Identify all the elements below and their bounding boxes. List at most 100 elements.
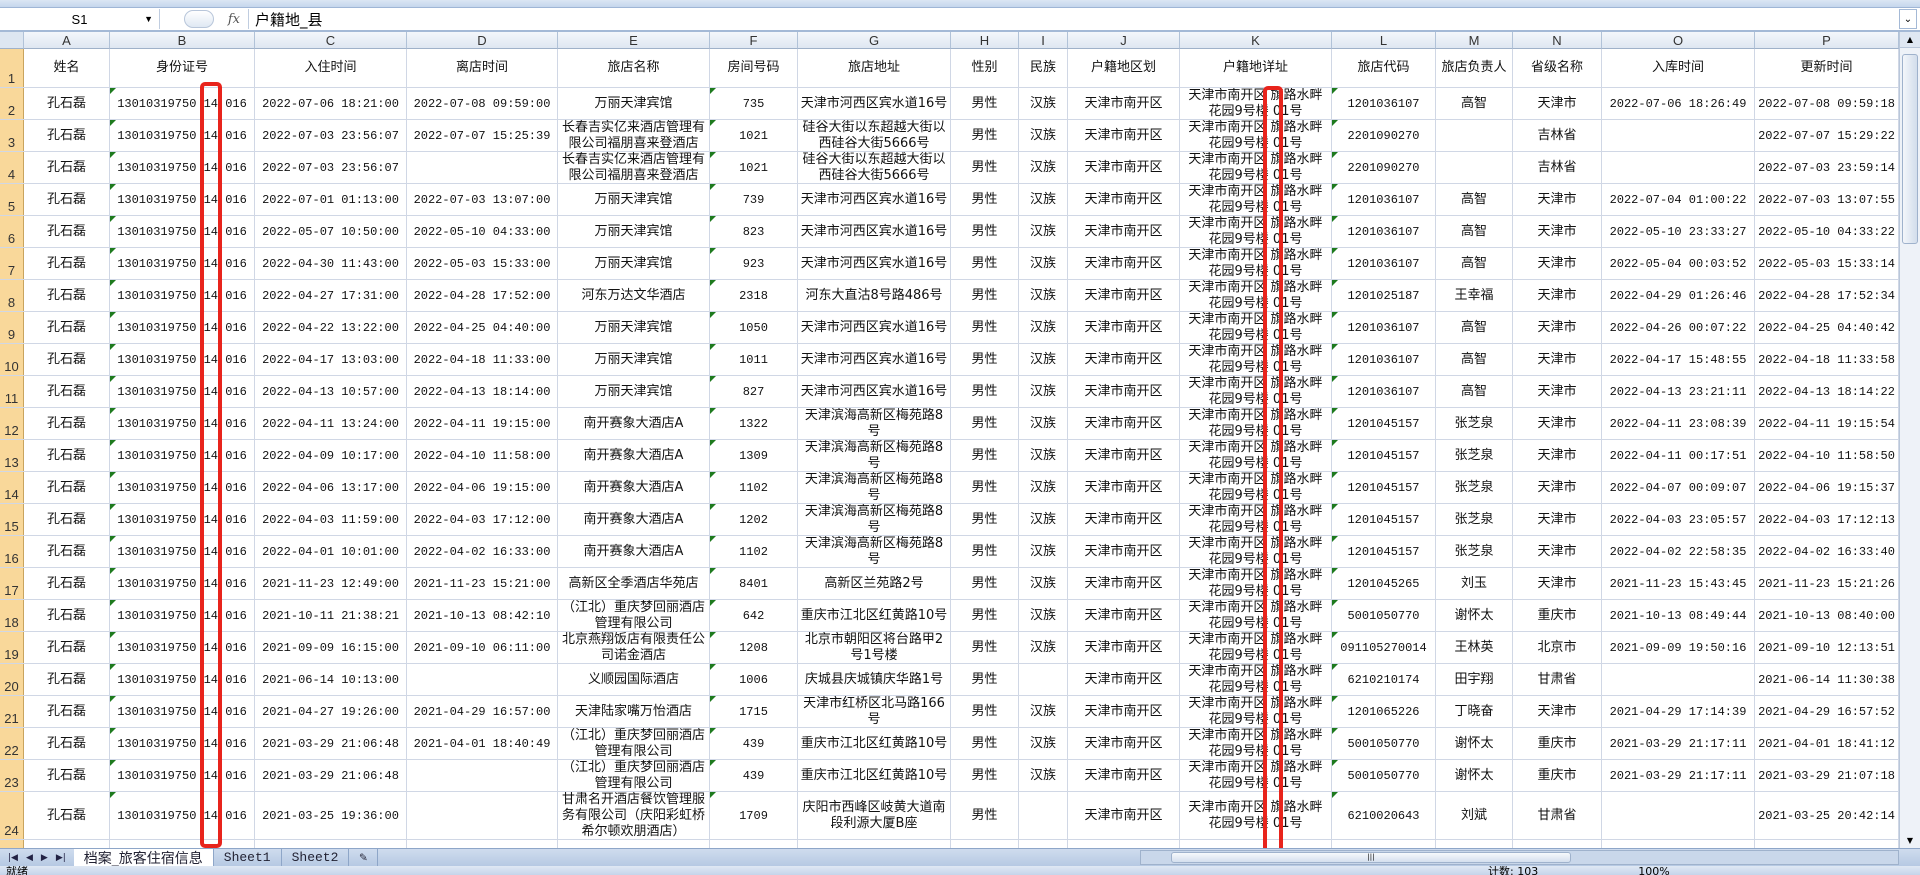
cell-hotel-address[interactable]: 天津滨海高新区梅苑路8号 <box>798 504 951 535</box>
cell-checkin-time[interactable]: 2021-10-11 21:38:21 <box>255 600 407 631</box>
row-header[interactable]: 21 <box>0 696 24 727</box>
column-header-B[interactable]: B <box>110 32 255 49</box>
cell-room-number[interactable]: 1102 <box>710 536 798 567</box>
cell-hotel-address[interactable]: 天津市河西区宾水道16号 <box>798 376 951 407</box>
cell-hotel-address[interactable]: 天津市河西区宾水道16号 <box>798 216 951 247</box>
cell-province[interactable]: 天津市 <box>1513 408 1602 439</box>
cell-hotel-manager[interactable] <box>1436 120 1513 151</box>
cell-id-number[interactable]: 13010319750 14 016 <box>110 344 255 375</box>
cell-hotel-manager[interactable]: 张芝泉 <box>1436 504 1513 535</box>
cell-checkin-time[interactable]: 2021-03-25 19:36:00 <box>255 792 407 839</box>
cell-id-number[interactable]: 13010319750 14 016 <box>110 600 255 631</box>
cell-name[interactable]: 孔石磊 <box>24 664 110 695</box>
cell-checkin-time[interactable]: 2022-04-01 10:01:00 <box>255 536 407 567</box>
cell-household-district[interactable]: 天津市南开区 <box>1068 600 1180 631</box>
cell-ethnicity[interactable]: 汉族 <box>1019 312 1068 343</box>
cell-ethnicity[interactable] <box>1019 664 1068 695</box>
cell-household-address[interactable]: 天津市南开区 旗路水畔 花园9号楼 01号 <box>1180 152 1332 183</box>
row-header[interactable]: 3 <box>0 120 24 151</box>
cell-hotel-name[interactable]: 万丽天津宾馆 <box>558 376 710 407</box>
cell-update-time[interactable]: 2022-07-03 23:59:14 <box>1755 152 1899 183</box>
row-header[interactable]: 15 <box>0 504 24 535</box>
cell-hotel-manager[interactable]: 高智 <box>1436 216 1513 247</box>
cell-name[interactable]: 孔石磊 <box>24 728 110 759</box>
cell-hotel-code[interactable]: 6210210174 <box>1332 664 1436 695</box>
cell-checkout-time[interactable]: 2022-04-13 18:14:00 <box>407 376 558 407</box>
cell-hotel-code[interactable]: 1201036107 <box>1332 216 1436 247</box>
cell-gender[interactable]: 男性 <box>951 152 1019 183</box>
cell-province[interactable]: 天津市 <box>1513 376 1602 407</box>
cell-import-time[interactable]: 2022-04-11 23:08:39 <box>1602 408 1755 439</box>
cell-hotel-address[interactable]: 河东大直沽8号路486号 <box>798 280 951 311</box>
cell-province[interactable]: 天津市 <box>1513 312 1602 343</box>
spreadsheet-grid[interactable]: 1 姓名 身份证号 入住时间 离店时间 旅店名称 房间号码 旅店地址 性别 民族 户籍地区划 户籍地详… <box>0 49 1899 848</box>
cell-gender[interactable]: 男性 <box>951 760 1019 791</box>
cell-name[interactable]: 孔石磊 <box>24 792 110 839</box>
cell-hotel-name[interactable]: 万丽天津宾馆 <box>558 216 710 247</box>
cell-name[interactable]: 孔石磊 <box>24 184 110 215</box>
cell-ethnicity[interactable]: 汉族 <box>1019 248 1068 279</box>
cell-hotel-manager[interactable]: 高智 <box>1436 344 1513 375</box>
row-header[interactable]: 17 <box>0 568 24 599</box>
cell-ethnicity[interactable]: 汉族 <box>1019 632 1068 663</box>
cell-name[interactable]: 孔石磊 <box>24 344 110 375</box>
cell-province[interactable]: 重庆市 <box>1513 600 1602 631</box>
cell-checkout-time[interactable]: 2022-04-18 11:33:00 <box>407 344 558 375</box>
cell-household-address[interactable]: 天津市南开区 旗路水畔 花园9号楼 01号 <box>1180 760 1332 791</box>
header-cell-id-number[interactable]: 身份证号 <box>110 49 255 87</box>
cell-household-district[interactable]: 天津市南开区 <box>1068 184 1180 215</box>
cell-household-district[interactable]: 天津市南开区 <box>1068 216 1180 247</box>
cell-hotel-code[interactable]: 1201045157 <box>1332 536 1436 567</box>
cell-checkout-time[interactable]: 2022-07-07 15:25:39 <box>407 120 558 151</box>
cell-checkin-time[interactable]: 2022-04-09 10:17:00 <box>255 440 407 471</box>
cell-ethnicity[interactable]: 汉族 <box>1019 504 1068 535</box>
cell-checkin-time[interactable]: 2022-07-03 23:56:07 <box>255 152 407 183</box>
cell-hotel-manager[interactable]: 张芝泉 <box>1436 472 1513 503</box>
prev-sheet-icon[interactable]: ◀ <box>25 852 33 863</box>
cell-room-number[interactable]: 1021 <box>710 120 798 151</box>
cell-checkout-time[interactable]: 2022-04-03 17:12:00 <box>407 504 558 535</box>
cell-gender[interactable]: 男性 <box>951 632 1019 663</box>
cell-checkin-time[interactable]: 2022-05-07 10:50:00 <box>255 216 407 247</box>
cell-hotel-name[interactable]: （江北）重庆梦回丽酒店管理有限公司 <box>558 728 710 759</box>
cell-hotel-code[interactable]: 1201045157 <box>1332 504 1436 535</box>
cell-hotel-address[interactable]: 庆城县庆城镇庆华路1号 <box>798 664 951 695</box>
row-header[interactable]: 12 <box>0 408 24 439</box>
cell-id-number[interactable]: 13010319750 14 016 <box>110 184 255 215</box>
cell-hotel-manager[interactable] <box>1436 152 1513 183</box>
cell-hotel-address[interactable]: 硅谷大街以东超越大街以西硅谷大街5666号 <box>798 120 951 151</box>
cell-update-time[interactable]: 2022-07-07 15:29:22 <box>1755 120 1899 151</box>
sheet-tab-archive[interactable]: 档案_旅客住宿信息 <box>73 848 214 867</box>
cell-hotel-code[interactable]: 6210020643 <box>1332 792 1436 839</box>
cell-hotel-code[interactable]: 1201045157 <box>1332 408 1436 439</box>
column-header-D[interactable]: D <box>407 32 558 49</box>
row-header-1[interactable]: 1 <box>0 49 24 87</box>
cell-hotel-code[interactable]: 1201045157 <box>1332 440 1436 471</box>
cell-name[interactable]: 孔石磊 <box>24 632 110 663</box>
cell-empty[interactable] <box>24 840 110 848</box>
cell-province[interactable]: 天津市 <box>1513 568 1602 599</box>
row-header[interactable]: 16 <box>0 536 24 567</box>
cell-gender[interactable]: 男性 <box>951 792 1019 839</box>
cell-hotel-name[interactable]: 南开赛象大酒店A <box>558 536 710 567</box>
cell-name[interactable]: 孔石磊 <box>24 504 110 535</box>
cell-id-number[interactable]: 13010319750 14 016 <box>110 152 255 183</box>
cell-ethnicity[interactable]: 汉族 <box>1019 120 1068 151</box>
cell-gender[interactable]: 男性 <box>951 376 1019 407</box>
cell-name[interactable]: 孔石磊 <box>24 152 110 183</box>
cell-name[interactable]: 孔石磊 <box>24 440 110 471</box>
cell-room-number[interactable]: 439 <box>710 760 798 791</box>
cell-household-address[interactable]: 天津市南开区 旗路水畔 花园9号楼 01号 <box>1180 248 1332 279</box>
cell-household-address[interactable]: 天津市南开区 旗路水畔 花园9号楼 01号 <box>1180 376 1332 407</box>
column-header-G[interactable]: G <box>798 32 951 49</box>
cell-gender[interactable]: 男性 <box>951 472 1019 503</box>
cell-checkout-time[interactable]: 2022-05-03 15:33:00 <box>407 248 558 279</box>
column-header-H[interactable]: H <box>951 32 1019 49</box>
cell-checkin-time[interactable]: 2022-04-30 11:43:00 <box>255 248 407 279</box>
cell-hotel-address[interactable]: 天津市河西区宾水道16号 <box>798 344 951 375</box>
cell-hotel-address[interactable]: 天津滨海高新区梅苑路8号 <box>798 536 951 567</box>
formula-cancel-button[interactable] <box>183 10 214 28</box>
cell-update-time[interactable]: 2022-04-03 17:12:13 <box>1755 504 1899 535</box>
cell-hotel-name[interactable]: 南开赛象大酒店A <box>558 440 710 471</box>
cell-room-number[interactable]: 439 <box>710 728 798 759</box>
